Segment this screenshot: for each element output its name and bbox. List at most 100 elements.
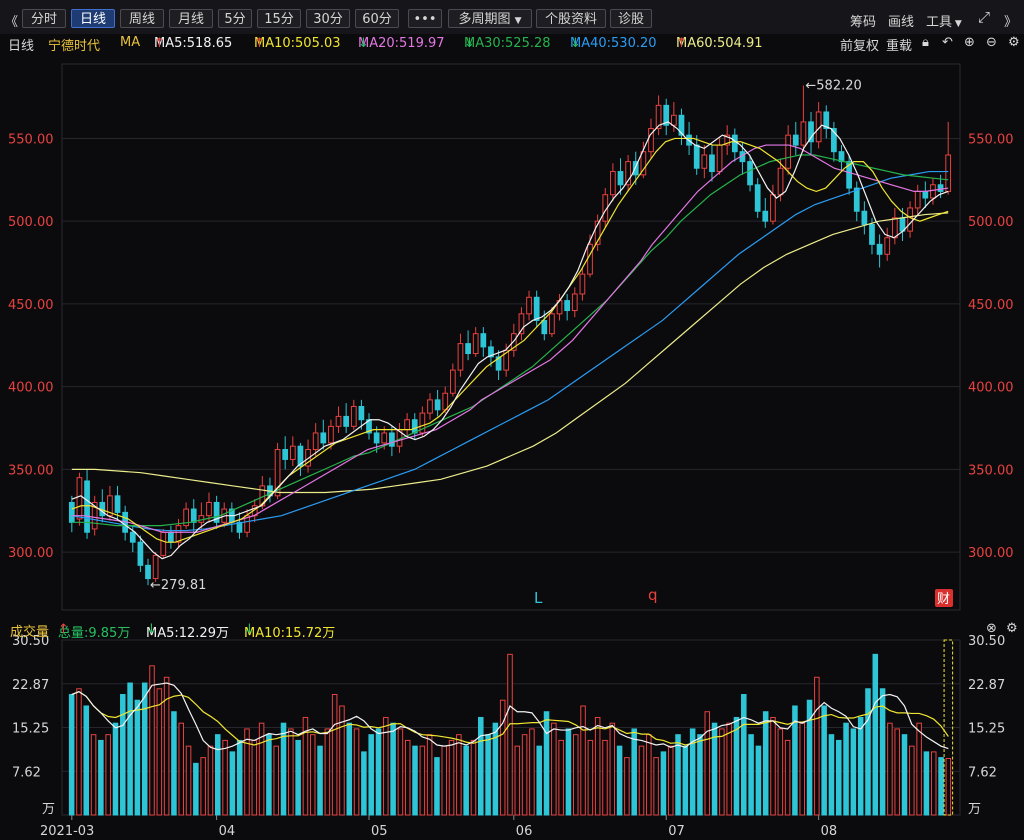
candle-body: [693, 144, 700, 169]
marker-q: q: [648, 586, 658, 604]
volume-bar: [353, 728, 360, 816]
volume-bar: [229, 751, 236, 816]
volume-bar: [280, 722, 287, 816]
volume-bar: [660, 751, 667, 816]
period-tab-2[interactable]: 周线: [120, 9, 164, 28]
volume-bar: [105, 734, 111, 816]
arrow-up-icon: ↑: [154, 36, 165, 51]
volume-bar: [251, 739, 258, 816]
volume-bar: [215, 734, 221, 816]
volume-bar: [236, 739, 243, 816]
double-chevron-left-icon[interactable]: 《: [5, 15, 19, 30]
volume-total-text: 总量:9.85万: [58, 626, 131, 641]
volume-bar: [120, 694, 126, 816]
multi-period-dropdown[interactable]: 多周期图 ▼: [448, 9, 532, 28]
price-tick-left: 450.00: [8, 298, 54, 313]
candle-body: [449, 369, 456, 394]
period-tab-5[interactable]: 15分: [257, 9, 301, 28]
candle-body: [533, 296, 540, 321]
stock-info-button[interactable]: 个股资料: [536, 9, 606, 28]
volume-bar: [331, 694, 338, 816]
volume-bar: [448, 739, 455, 816]
zoom-out-icon[interactable]: ⊖: [986, 35, 997, 50]
finance-badge-text: 财: [937, 592, 950, 607]
candle-body: [289, 445, 296, 460]
volume-bar: [419, 745, 426, 816]
diagnose-button[interactable]: 诊股: [610, 9, 652, 28]
volume-bar: [894, 728, 900, 816]
volume-bar: [616, 745, 623, 816]
period-tab-4[interactable]: 5分: [218, 9, 252, 28]
volume-unit-right: 万: [968, 802, 981, 817]
period-tab-3[interactable]: 月线: [169, 9, 213, 28]
volume-bar: [470, 739, 477, 816]
volume-bar: [543, 711, 550, 816]
candle-body: [419, 412, 426, 434]
candle-body: [282, 449, 289, 460]
stock-name[interactable]: 宁德时代: [48, 39, 101, 54]
double-chevron-right-icon[interactable]: 》: [1004, 15, 1018, 30]
volume-bar: [770, 716, 776, 816]
volume-bar: [288, 728, 294, 816]
draw-line-button[interactable]: 画线: [888, 15, 915, 30]
undo-icon[interactable]: ↶: [942, 35, 953, 50]
zoom-in-icon[interactable]: ⊕: [964, 35, 975, 50]
period-tab-7[interactable]: 60分: [355, 9, 399, 28]
volume-bar: [295, 739, 301, 816]
period-tab-1[interactable]: 日线: [71, 9, 115, 28]
period-tab-0[interactable]: 分时: [22, 9, 66, 28]
candle-body: [465, 343, 471, 355]
volume-bar: [68, 694, 75, 816]
candle-body: [678, 114, 685, 136]
ma10-text: MA10:505.03: [254, 36, 341, 51]
price-tick-right: 550.00: [968, 132, 1014, 147]
candle-body: [152, 554, 159, 580]
candle-body: [457, 343, 464, 371]
arrow-down-icon: ↓: [358, 36, 369, 51]
chip-button[interactable]: 筹码: [850, 15, 877, 30]
expand-icon[interactable]: ⤢: [978, 8, 991, 26]
period-tab-6[interactable]: 30分: [306, 9, 350, 28]
candle-body: [320, 432, 327, 444]
gear-icon[interactable]: ⚙: [1008, 35, 1020, 50]
ma-label[interactable]: MA: [120, 35, 141, 50]
volume-bar: [828, 734, 835, 816]
volume-bar: [558, 739, 564, 816]
lock-icon[interactable]: 🔒︎: [922, 35, 929, 50]
gear-icon[interactable]: ⚙: [1006, 621, 1018, 636]
chevron-down-icon: ▼: [514, 16, 522, 26]
candle-body: [846, 161, 852, 189]
candle-body: [381, 432, 388, 444]
candle-body: [518, 313, 525, 335]
tools-button[interactable]: 工具 ▼: [926, 11, 962, 30]
candle-body: [434, 399, 441, 411]
volume-bar: [426, 734, 433, 816]
candle-body: [137, 541, 144, 566]
volume-bar: [580, 705, 586, 816]
volume-bar: [609, 722, 616, 816]
adjust-button[interactable]: 前复权: [840, 39, 880, 54]
arrow-down-icon: ↓: [244, 622, 255, 637]
volume-bar: [923, 751, 930, 816]
candle-body: [579, 273, 586, 295]
more-button[interactable]: •••: [408, 9, 442, 28]
volume-bar: [412, 745, 418, 816]
candle-body: [564, 300, 571, 312]
close-icon[interactable]: ⊗: [986, 621, 997, 636]
arrow-up-icon: ↑: [254, 36, 265, 51]
volume-bar: [404, 739, 411, 816]
ma5-line: [71, 121, 949, 560]
volume-bar: [346, 722, 353, 816]
volume-bar: [273, 745, 279, 816]
volume-bar: [594, 716, 601, 816]
candle-body: [495, 356, 502, 371]
x-tick-label: 07: [668, 824, 685, 839]
candle-body: [716, 144, 723, 173]
volume-bar: [507, 653, 513, 816]
candle-body: [808, 121, 814, 143]
volume-bar: [514, 745, 521, 816]
volume-bar: [309, 734, 316, 816]
candle-body: [770, 194, 776, 222]
reload-button[interactable]: 重载: [886, 39, 913, 54]
